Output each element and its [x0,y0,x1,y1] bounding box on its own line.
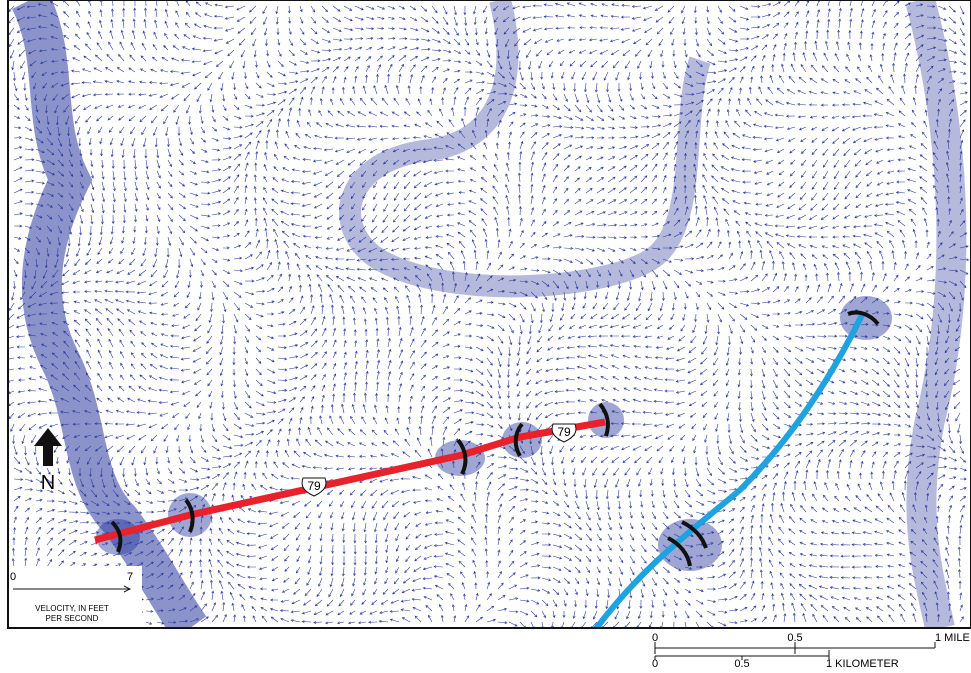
mile-label: 0 [652,632,658,644]
mile-label: 1 MILE [935,632,970,644]
velocity-scale-start: 0 [10,571,16,583]
mile-label: 0.5 [787,632,802,644]
kilometer-label: 1 KILOMETER [826,658,899,670]
map: 79 79 N 0 7 VELOCITY, IN FEET PER SECOND… [0,0,971,673]
kilometer-label: 0.5 [734,658,749,670]
velocity-caption: VELOCITY, IN FEET [35,604,109,613]
kilometer-label: 0 [652,658,658,670]
velocity-scale-end: 7 [127,571,133,583]
shield-label: 79 [307,479,321,493]
velocity-caption: PER SECOND [46,614,99,623]
page: 79 79 N 0 7 VELOCITY, IN FEET PER SECOND… [0,0,971,673]
shield-label: 79 [557,425,571,439]
cluster [840,296,892,340]
north-label: N [41,472,55,494]
